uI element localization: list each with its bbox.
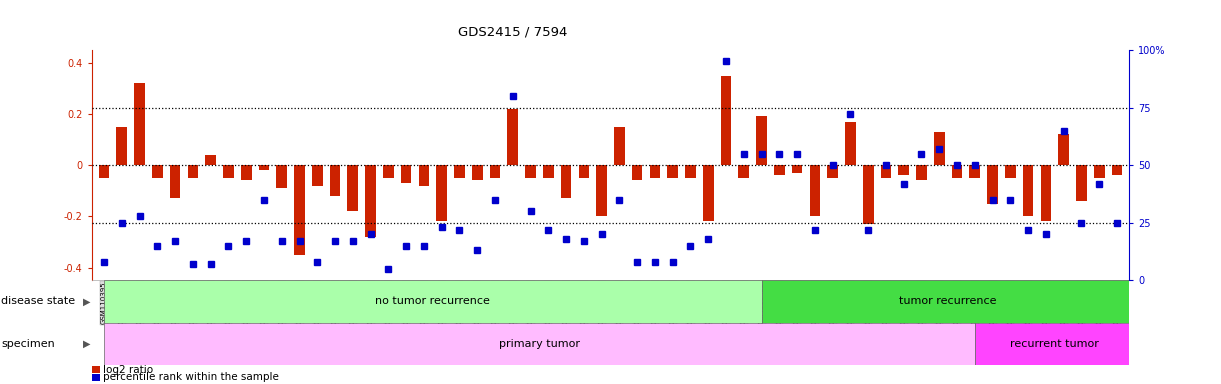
Bar — [490, 165, 501, 178]
Bar — [104, 280, 762, 323]
Bar — [720, 76, 731, 165]
Bar — [899, 165, 910, 175]
Bar — [560, 165, 571, 199]
Bar — [774, 165, 785, 175]
Text: disease state: disease state — [1, 296, 76, 306]
Bar — [543, 165, 553, 178]
Bar — [259, 165, 270, 170]
Bar — [631, 165, 642, 180]
Bar — [223, 165, 233, 178]
Bar — [810, 165, 821, 216]
Bar — [1094, 165, 1105, 178]
Bar — [579, 165, 590, 178]
Text: ▶: ▶ — [83, 296, 90, 306]
Bar — [99, 165, 110, 178]
Bar — [863, 165, 873, 224]
Bar — [419, 165, 430, 185]
Bar — [508, 109, 518, 165]
Bar — [916, 165, 927, 180]
Text: percentile rank within the sample: percentile rank within the sample — [103, 372, 278, 382]
Bar — [1076, 165, 1087, 201]
Bar — [170, 165, 181, 199]
Bar — [685, 165, 696, 178]
Bar — [762, 280, 1134, 323]
Bar — [614, 127, 625, 165]
Bar — [1111, 165, 1122, 175]
Text: primary tumor: primary tumor — [499, 339, 580, 349]
Bar — [454, 165, 465, 178]
Bar — [188, 165, 198, 178]
Bar — [1023, 165, 1033, 216]
Bar — [1059, 134, 1070, 165]
Bar — [703, 165, 713, 222]
Bar — [668, 165, 678, 178]
Bar — [311, 165, 322, 185]
Bar — [471, 165, 482, 180]
Bar — [969, 165, 980, 178]
Bar — [756, 116, 767, 165]
Bar — [650, 165, 661, 178]
Bar — [294, 165, 305, 255]
Bar — [739, 165, 750, 178]
Text: recurrent tumor: recurrent tumor — [1010, 339, 1099, 349]
Bar — [116, 127, 127, 165]
Bar — [791, 165, 802, 173]
Bar — [330, 165, 341, 196]
Bar — [400, 165, 411, 183]
Text: log2 ratio: log2 ratio — [103, 365, 153, 375]
Bar — [828, 165, 838, 178]
Bar — [241, 165, 252, 180]
Bar — [365, 165, 376, 237]
Bar — [276, 165, 287, 188]
Text: tumor recurrence: tumor recurrence — [900, 296, 996, 306]
Bar — [525, 165, 536, 178]
Bar — [1040, 165, 1051, 222]
Bar — [134, 83, 145, 165]
Bar — [383, 165, 393, 178]
Bar — [205, 155, 216, 165]
Bar — [988, 165, 998, 204]
Bar — [348, 165, 358, 211]
Bar — [436, 165, 447, 222]
Text: specimen: specimen — [1, 339, 55, 349]
Bar — [596, 165, 607, 216]
Bar — [151, 165, 162, 178]
Text: no tumor recurrence: no tumor recurrence — [375, 296, 490, 306]
Bar — [951, 165, 962, 178]
Bar — [845, 122, 856, 165]
Bar — [104, 323, 974, 365]
Text: GDS2415 / 7594: GDS2415 / 7594 — [458, 25, 568, 38]
Bar — [974, 323, 1134, 365]
Bar — [934, 132, 945, 165]
Text: ▶: ▶ — [83, 339, 90, 349]
Bar — [1005, 165, 1016, 178]
Bar — [880, 165, 891, 178]
